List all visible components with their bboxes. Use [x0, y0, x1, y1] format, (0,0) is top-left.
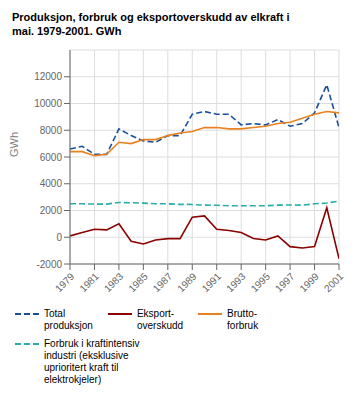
svg-text:-2000: -2000 — [36, 259, 62, 270]
svg-text:2001: 2001 — [322, 270, 346, 294]
html-text:Brutto-: Brutto- — [227, 308, 258, 319]
html-text:elektrokjeler): elektrokjeler) — [44, 374, 102, 385]
html-text:Forbruk i kraftintensiv: Forbruk i kraftintensiv — [44, 338, 140, 349]
svg-text:1993: 1993 — [224, 270, 248, 294]
svg-text:1995: 1995 — [249, 270, 273, 294]
svg-text:1991: 1991 — [200, 270, 224, 294]
html-text:Total: Total — [44, 308, 66, 319]
svg-text:4000: 4000 — [40, 178, 63, 189]
html-text:produksjon: produksjon — [44, 320, 93, 331]
svg-text:1979: 1979 — [53, 270, 77, 294]
svg-text:1989: 1989 — [175, 270, 199, 294]
svg-text:8000: 8000 — [40, 125, 63, 136]
svg-text:1999: 1999 — [297, 270, 321, 294]
svg-text:10000: 10000 — [34, 98, 62, 109]
html-text:Produksjon, forbruk og eksport: Produksjon, forbruk og eksportoverskudd … — [12, 11, 290, 23]
svg-text:GWh: GWh — [8, 132, 20, 157]
svg-text:12000: 12000 — [34, 71, 62, 82]
svg-text:0: 0 — [56, 232, 62, 243]
html-text:overskudd: overskudd — [136, 320, 184, 331]
svg-text:1981: 1981 — [77, 270, 101, 294]
html-text:mai. 1979-2001. GWh: mai. 1979-2001. GWh — [12, 25, 122, 37]
svg-text:1987: 1987 — [151, 270, 175, 294]
html-text:industri (eksklusive: industri (eksklusive — [44, 350, 129, 361]
html-text:uprioritert kraft til: uprioritert kraft til — [44, 362, 119, 373]
svg-text:1983: 1983 — [102, 270, 126, 294]
svg-text:2000: 2000 — [40, 205, 63, 216]
svg-text:6000: 6000 — [40, 152, 63, 163]
html-text:Eksport-: Eksport- — [136, 308, 175, 319]
html-text:forbruk: forbruk — [227, 320, 259, 331]
svg-text:1985: 1985 — [126, 270, 150, 294]
svg-text:1997: 1997 — [273, 270, 297, 294]
